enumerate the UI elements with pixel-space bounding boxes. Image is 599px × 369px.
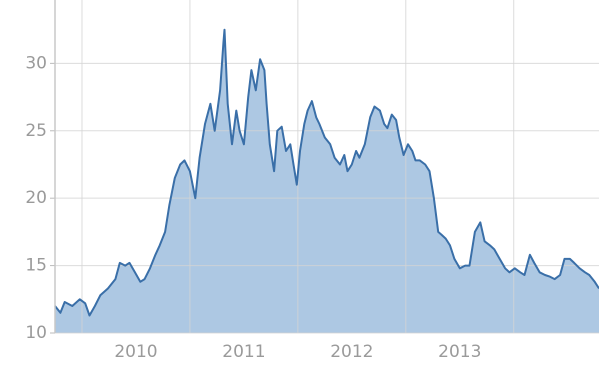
y-tick-label: 25 bbox=[25, 121, 47, 141]
x-tick-label: 2010 bbox=[114, 342, 157, 362]
area-fill bbox=[55, 29, 599, 333]
x-tick-label: 2012 bbox=[330, 342, 373, 362]
y-tick-label: 30 bbox=[25, 53, 47, 73]
y-tick-label: 15 bbox=[25, 256, 47, 276]
price-line bbox=[54, 28, 599, 317]
x-tick-label: 2011 bbox=[222, 342, 265, 362]
y-tick-label: 20 bbox=[25, 188, 47, 208]
x-tick-label: 2013 bbox=[438, 342, 481, 362]
y-tick-label: 10 bbox=[25, 323, 47, 343]
